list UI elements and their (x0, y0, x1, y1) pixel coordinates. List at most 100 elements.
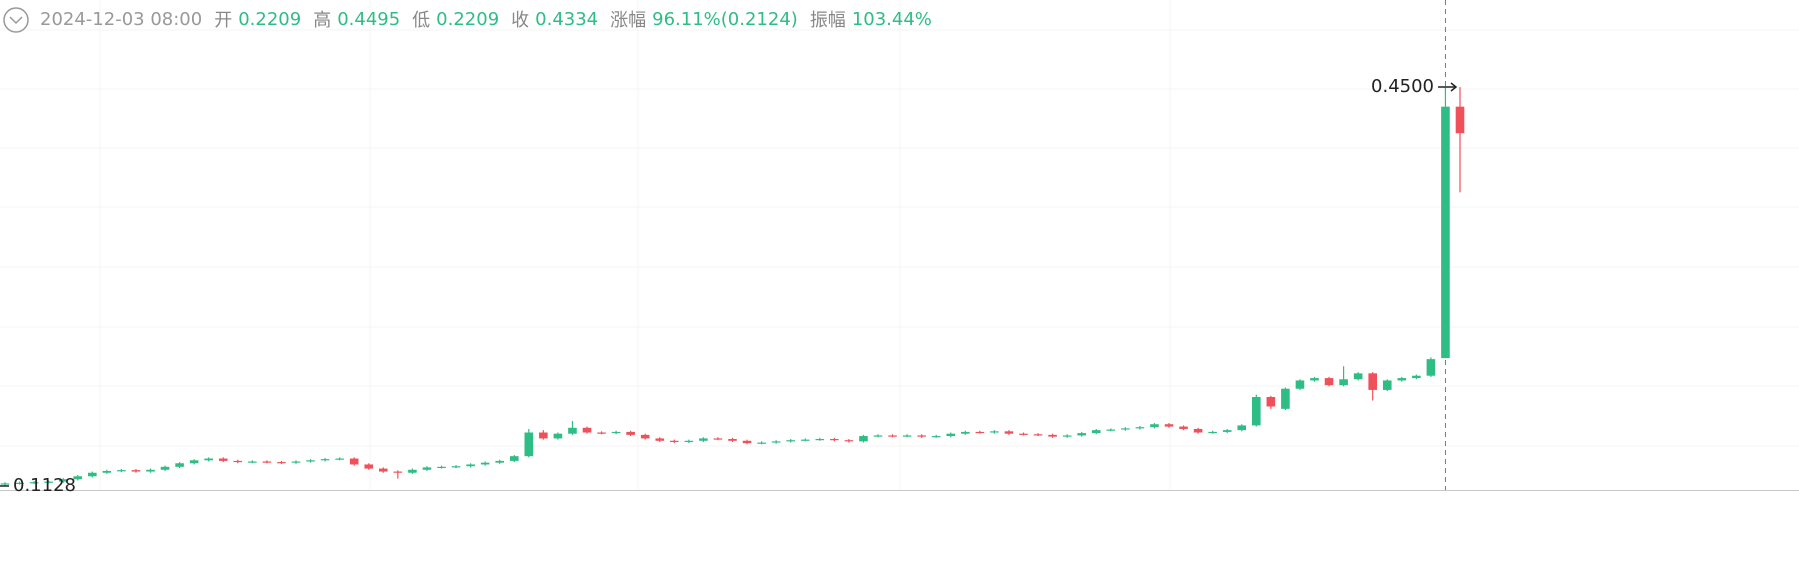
candle-body (277, 462, 286, 464)
candle-body (611, 431, 621, 434)
candle-body (335, 458, 344, 460)
candle-body (975, 431, 985, 434)
candle-body (568, 427, 577, 434)
candle-body (815, 439, 825, 441)
candle-body (189, 460, 199, 464)
candle-body (1382, 380, 1392, 390)
candle-body (1252, 397, 1261, 426)
candle-body (1310, 378, 1319, 381)
candle-body (160, 466, 170, 470)
candle-body (1004, 431, 1014, 434)
candle-body (684, 440, 694, 442)
max-arrowhead (1450, 82, 1458, 92)
candle-body (917, 435, 926, 437)
candle-body (1353, 373, 1363, 380)
candle-body (1222, 430, 1232, 432)
candle-body (1121, 428, 1130, 430)
candle-body (146, 469, 155, 472)
candle-body (1441, 106, 1450, 359)
candle-body (1048, 434, 1057, 437)
candle-body (655, 438, 665, 441)
candle-body (233, 460, 243, 463)
candle-body (248, 461, 257, 463)
candle-body (990, 431, 999, 433)
candle-body (524, 432, 534, 457)
candle-body (29, 482, 39, 484)
candle-body (1324, 378, 1334, 386)
candle-body (1266, 397, 1276, 407)
grid (0, 0, 1799, 490)
candle-body (1193, 428, 1203, 433)
candle-body (393, 471, 403, 473)
ohlc-header: 2024-12-03 08:00 开 0.2209 高 0.4495 低 0.2209 收 0… (0, 4, 932, 34)
field-label: 收 (511, 10, 530, 31)
candle-body (582, 427, 592, 433)
field-value: 96.11%(0.2124) (652, 8, 798, 30)
candle-body (306, 460, 315, 462)
collapse-icon[interactable] (3, 7, 29, 33)
candle-body (0, 483, 10, 485)
candle-body (73, 476, 83, 480)
candle-body (1033, 434, 1043, 436)
candle-body (539, 432, 548, 439)
chevron (9, 16, 23, 25)
candle-body (349, 458, 359, 465)
candle-body (175, 463, 184, 467)
candle-body (1019, 433, 1028, 435)
candle-body (888, 435, 897, 437)
candle-body (902, 435, 912, 437)
candle-body (757, 442, 766, 444)
candle-body (800, 439, 810, 441)
candle-body (1397, 378, 1407, 381)
candle-body (437, 466, 446, 469)
candle-body (466, 464, 475, 467)
min-label: 0.1128 (13, 475, 76, 496)
candle-body (786, 440, 795, 442)
field-label: 开 (214, 10, 233, 31)
candle-body (1062, 435, 1072, 437)
field-value: 0.2209 (436, 8, 500, 30)
candle-body (291, 461, 301, 463)
candle-body (1455, 106, 1465, 134)
field-value: 0.4495 (337, 8, 401, 30)
candle-body (88, 472, 97, 477)
candle-body (480, 462, 490, 465)
candle-body (451, 466, 461, 468)
candle-body (771, 441, 781, 443)
max-label: 0.4500 (1371, 76, 1434, 97)
candle-body (204, 458, 213, 461)
candle-body (931, 436, 941, 438)
candle-body (1208, 431, 1217, 434)
candle-body (670, 440, 679, 442)
candle-body (1412, 375, 1421, 379)
candle-body (1237, 425, 1247, 431)
candle-body (218, 458, 228, 461)
candle-body (1368, 373, 1377, 390)
candle-body (102, 470, 112, 473)
field-label: 高 (313, 10, 332, 31)
candle-body (1164, 424, 1174, 427)
candle-body (699, 438, 708, 441)
candle-body (626, 431, 635, 435)
candle-body (320, 459, 330, 461)
field-value: 103.44% (851, 8, 932, 30)
field-label: 低 (412, 10, 431, 31)
candle-body (1150, 424, 1159, 428)
candle-body (844, 440, 854, 442)
candle-body (495, 460, 504, 463)
candle-body (742, 440, 752, 444)
candle-body (946, 433, 956, 437)
candle-body (379, 468, 388, 472)
candle-body (1426, 359, 1436, 376)
candle-body (58, 479, 68, 482)
candle-body (1339, 379, 1348, 386)
field-label: 振幅 (809, 10, 846, 31)
candle-body (1077, 433, 1086, 436)
candle-body (640, 434, 650, 439)
candle-body (117, 470, 126, 472)
candle-body (830, 439, 839, 441)
candle-body (1135, 427, 1145, 429)
candle-body (44, 481, 53, 483)
